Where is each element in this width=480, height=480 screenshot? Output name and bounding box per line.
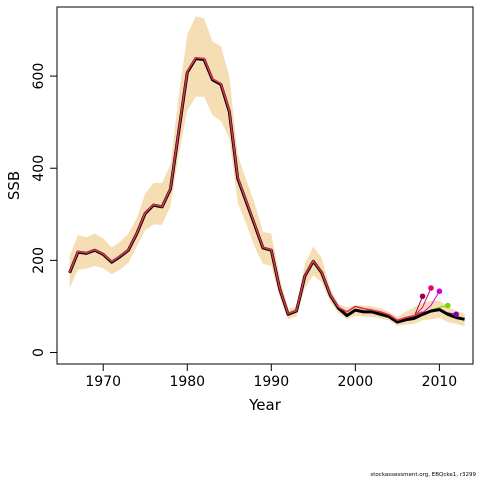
y-axis-label: SSB <box>5 171 23 200</box>
confidence-band-area <box>69 16 465 327</box>
series-endpoint-6 <box>453 311 459 318</box>
series-line-1 <box>68 56 423 322</box>
y-axis: 0 200 400 600 <box>31 63 57 357</box>
x-tick-label: 2010 <box>422 374 458 390</box>
confidence-band <box>69 16 465 327</box>
series-endpoint-3 <box>428 285 434 291</box>
x-axis-label: Year <box>248 396 282 414</box>
plot-frame <box>56 6 474 365</box>
series-endpoint-4 <box>436 288 443 295</box>
y-tick-label: 600 <box>31 63 47 90</box>
series-endpoint-2 <box>419 293 426 300</box>
y-tick-label: 0 <box>31 348 47 357</box>
x-tick-label: 1980 <box>169 374 205 390</box>
y-tick-label: 400 <box>31 155 47 182</box>
x-tick-label: 1970 <box>85 374 121 390</box>
source-footnote: stockassessment.org, EBQcke1, r3299 <box>370 472 476 478</box>
x-tick-label: 1990 <box>253 374 289 390</box>
series-endpoints <box>419 285 459 318</box>
series-endpoint-5 <box>444 302 451 309</box>
x-tick-label: 2000 <box>338 374 374 390</box>
x-axis: 1970 1980 1990 2000 2010 <box>85 364 457 390</box>
series-line-0 <box>68 57 465 324</box>
y-tick-label: 200 <box>31 247 47 274</box>
series-lines <box>68 56 465 324</box>
